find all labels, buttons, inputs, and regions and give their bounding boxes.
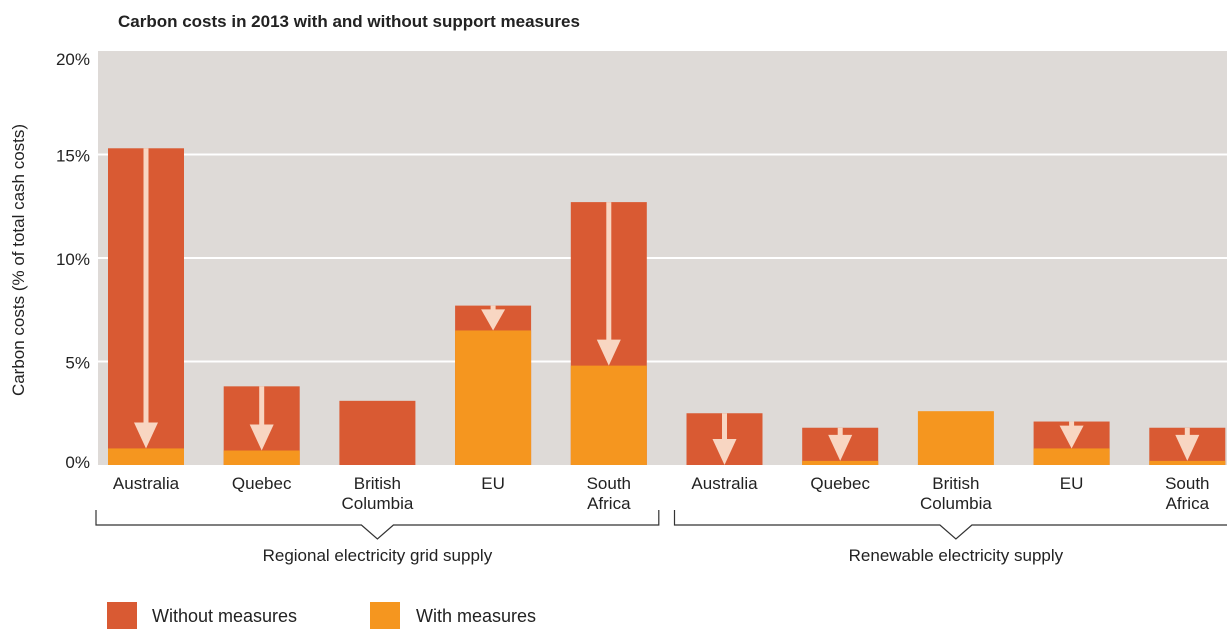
legend-label: Without measures [152,606,297,626]
reduction-arrow-head [596,339,621,366]
bar-without-measures [339,400,416,465]
category-label: Quebec [810,474,870,493]
y-tick-label: 20% [56,50,90,69]
category-label: Australia [113,474,180,493]
reduction-arrow-head [481,309,506,331]
category-label: British Columbia [920,474,992,513]
legend-label: With measures [416,606,536,626]
reduction-arrow-head [249,424,274,451]
y-tick-label: 10% [56,250,90,269]
category-label: Australia [691,474,758,493]
group-bracket [673,510,1227,540]
reduction-arrow-head [1175,434,1200,461]
y-tick-label: 15% [56,147,90,166]
reduction-arrow-head [1059,425,1084,449]
group-label: Regional electricity grid supply [263,546,493,565]
legend-swatch [370,602,400,629]
bar-with-measures [223,450,300,465]
bar-with-measures [1033,448,1110,465]
legend: Without measures With measures [107,602,536,629]
reduction-arrow-head [712,439,737,465]
category-label: EU [1060,474,1084,493]
y-axis-ticks: 0% 5% 10% 15% 20% [56,50,90,472]
category-label: South Africa [587,474,631,513]
bar-with-measures [108,448,184,465]
y-tick-label: 0% [65,453,90,472]
reduction-arrow-head [134,422,158,449]
arrows [134,148,1200,465]
group-brackets: Regional electricity grid supply Renewabl… [95,510,1227,565]
category-label: British Columbia [341,474,413,513]
bar-with-measures [1149,460,1226,465]
bar-with-measures [570,365,647,465]
y-tick-label: 5% [65,354,90,373]
reduction-arrow-head [828,434,853,461]
bars [108,148,1226,466]
gridlines [98,153,1227,363]
group-label: Renewable electricity supply [849,546,1064,565]
y-axis-label: Carbon costs (% of total cash costs) [9,124,28,396]
category-label: EU [481,474,505,493]
group-bracket [95,510,660,540]
category-labels: Australia Quebec British Columbia EU South Afr… [113,474,1210,513]
bar-with-measures [802,460,879,465]
bar-with-measures [917,411,994,465]
category-label: Quebec [232,474,292,493]
bar-with-measures [455,330,532,465]
legend-swatch [107,602,137,629]
category-label: South Africa [1165,474,1209,513]
chart-title: Carbon costs in 2013 with and without su… [118,12,580,31]
